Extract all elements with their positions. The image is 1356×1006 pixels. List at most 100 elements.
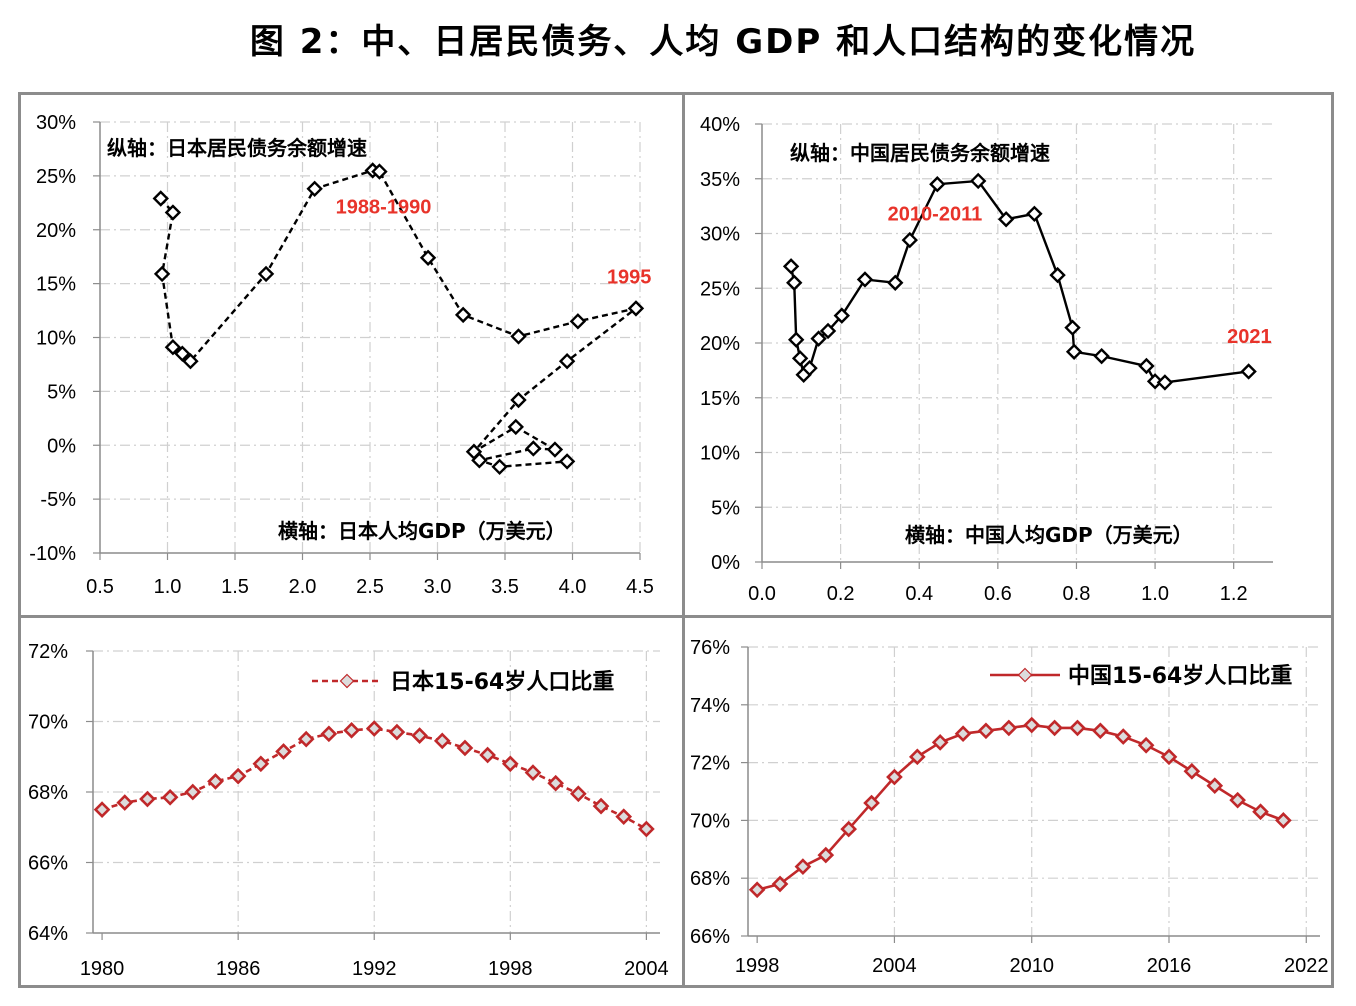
data-point [1046, 719, 1063, 737]
x-tick-label: 0.6 [984, 583, 1012, 605]
data-point [491, 458, 508, 475]
japan-pop-chart: 64% 66% 68% 70% 72% 1980 1986 1992 1998 2004 日本15-… [28, 641, 669, 980]
data-point [252, 755, 270, 773]
data-point [164, 339, 182, 356]
x-tick-label: 2010 [1009, 955, 1054, 977]
x-axis-annotation: 横轴：中国人均GDP（万美元） [905, 523, 1193, 547]
china-pop-chart: 66% 68% 70% 72% 74% 76% 1998 2004 2010 2016 2022 中国… [690, 637, 1329, 977]
data-point [501, 755, 519, 773]
x-tick-label: 2.5 [356, 576, 384, 598]
data-point [510, 391, 527, 409]
y-tick-label: 20% [36, 220, 76, 242]
x-tick-label: 1998 [488, 958, 533, 980]
data-point [1069, 719, 1086, 737]
y-tick-label: 74% [690, 695, 730, 717]
data-point [1252, 803, 1269, 821]
x-tick-label: 2004 [624, 958, 669, 980]
figure-title: 图 2：中、日居民债务、人均 GDP 和人口结构的变化情况 [249, 22, 1197, 62]
data-point [153, 265, 171, 283]
x-tick-label: 1998 [735, 955, 780, 977]
data-point [977, 722, 995, 740]
x-tick-label: 0.8 [1063, 583, 1091, 605]
x-tick-label: 0.0 [748, 583, 776, 605]
data-point [93, 801, 111, 818]
y-tick-label: -10% [29, 543, 76, 565]
y-tick-label: 10% [700, 443, 740, 465]
data-point [817, 846, 835, 864]
data-point [433, 732, 451, 750]
x-tick-label: 2016 [1147, 955, 1192, 977]
y-tick-label: 64% [28, 923, 68, 945]
data-point [570, 785, 587, 803]
y-tick-label: 10% [36, 328, 76, 350]
x-tick-label: 0.2 [827, 583, 855, 605]
y-tick-label: 35% [700, 169, 740, 191]
data-point [931, 734, 949, 751]
data-point [1146, 373, 1164, 390]
data-point [810, 330, 827, 347]
data-point [365, 720, 383, 737]
data-point [371, 163, 388, 180]
data-point [801, 359, 818, 377]
data-point [1206, 777, 1224, 795]
data-point [794, 858, 812, 875]
y-axis-annotation: 纵轴：日本居民债务余额增速 [107, 136, 367, 160]
y-tick-label: 72% [28, 641, 68, 663]
data-point [546, 441, 564, 458]
data-point [627, 300, 645, 317]
data-point [456, 739, 474, 757]
y-tick-label: 30% [700, 224, 740, 246]
data-point [454, 306, 472, 324]
y-tick-label: 70% [28, 712, 68, 734]
data-point [856, 271, 874, 288]
y-tick-label: 72% [690, 753, 730, 775]
data-point [788, 331, 805, 348]
data-point [954, 725, 972, 743]
data-point [592, 797, 610, 815]
y-tick-label: 68% [28, 782, 68, 804]
data-point [887, 274, 904, 291]
x-tick-label: 4.0 [559, 576, 587, 598]
data-point [615, 808, 633, 826]
x-tick-label: 3.0 [424, 576, 452, 598]
data-point [510, 328, 527, 345]
data-point [343, 721, 360, 739]
data-point [164, 204, 182, 221]
y-tick-label: 30% [36, 112, 76, 134]
data-label: 2021 [1227, 326, 1272, 348]
data-point [886, 768, 903, 786]
data-point [1000, 719, 1018, 737]
data-point [819, 322, 837, 340]
data-point [558, 453, 576, 470]
x-tick-label: 2004 [872, 955, 917, 977]
y-tick-label: 66% [690, 926, 730, 948]
data-point [306, 180, 323, 198]
y-tick-label: 66% [28, 853, 68, 875]
y-tick-label: 76% [690, 637, 730, 659]
y-tick-label: 0% [47, 435, 76, 457]
data-point [152, 190, 169, 207]
x-tick-label: 0.5 [86, 576, 114, 598]
data-point [1275, 812, 1292, 829]
data-point [1049, 266, 1066, 284]
data-point [1114, 728, 1132, 745]
data-point [748, 881, 766, 899]
data-point [840, 820, 858, 838]
data-point [547, 774, 565, 792]
y-tick-label: 5% [47, 381, 76, 403]
panel-divider-horizontal [18, 615, 1334, 618]
data-point [997, 211, 1015, 228]
y-tick-label: 5% [711, 497, 740, 519]
data-point [1064, 319, 1081, 336]
data-point [207, 773, 224, 790]
y-tick-label: 15% [36, 274, 76, 296]
x-tick-label: 4.5 [626, 576, 654, 598]
x-axis-annotation: 横轴：日本人均GDP（万美元） [278, 519, 566, 543]
data-point [507, 418, 524, 436]
y-tick-label: 0% [711, 552, 740, 574]
y-tick-label: 20% [700, 333, 740, 355]
data-label: 2010-2011 [888, 203, 983, 225]
data-point [1093, 347, 1110, 365]
data-point [1138, 357, 1155, 375]
